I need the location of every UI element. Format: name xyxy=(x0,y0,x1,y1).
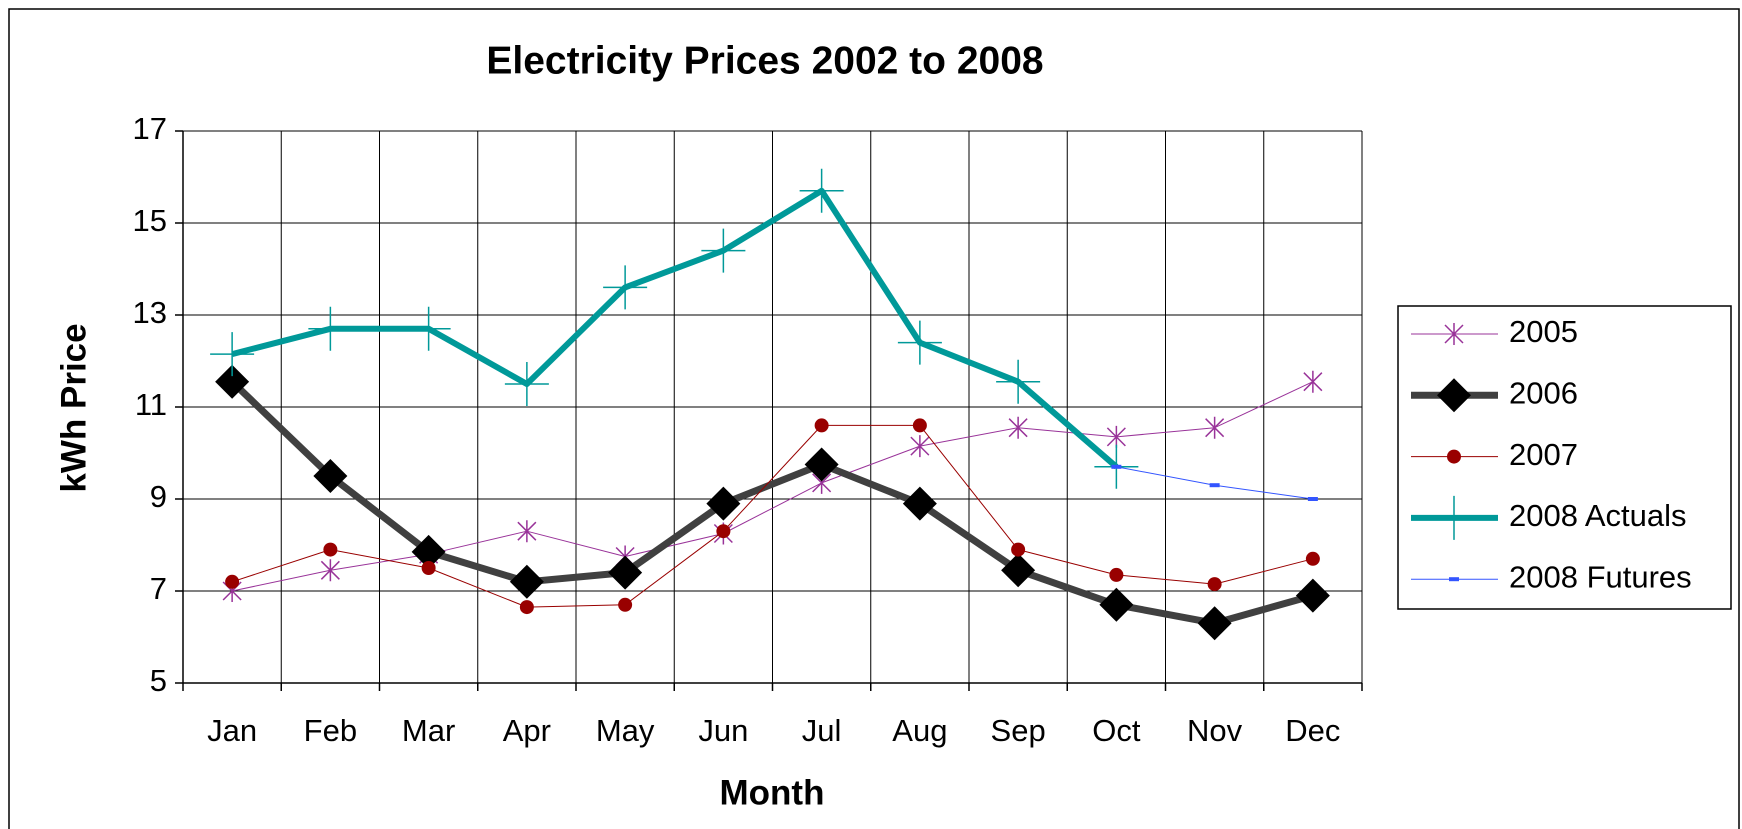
series-marker xyxy=(1001,553,1036,588)
series-marker xyxy=(1197,606,1232,641)
legend-label: 2005 xyxy=(1509,314,1578,349)
x-tick-label: Aug xyxy=(892,713,947,748)
y-tick-label: 5 xyxy=(150,663,167,698)
x-tick-label: Dec xyxy=(1285,713,1340,748)
x-tick-label: Sep xyxy=(991,713,1046,748)
legend-label: 2007 xyxy=(1509,437,1578,472)
series-marker xyxy=(1011,542,1026,557)
series-marker xyxy=(701,228,746,273)
x-tick-label: May xyxy=(596,713,655,748)
series-marker xyxy=(1008,416,1028,439)
series-marker xyxy=(421,561,436,575)
series-line xyxy=(229,379,1314,627)
x-tick-label: Oct xyxy=(1092,713,1141,748)
series-marker xyxy=(1205,416,1225,439)
series-marker xyxy=(406,306,451,351)
x-tick-label: Mar xyxy=(402,713,455,748)
series-marker xyxy=(618,597,633,612)
series-marker xyxy=(716,524,731,539)
x-tick-label: Jan xyxy=(207,713,257,748)
legend-swatch-marker xyxy=(1437,378,1471,413)
series-marker xyxy=(320,559,340,582)
series-marker xyxy=(996,359,1041,404)
y-tick-label: 11 xyxy=(135,387,167,422)
series-marker xyxy=(1305,551,1320,566)
series-marker xyxy=(706,486,741,521)
x-tick-label: Feb xyxy=(304,713,357,748)
series-marker xyxy=(804,447,839,482)
series-marker xyxy=(519,600,534,615)
legend-label: 2006 xyxy=(1509,375,1578,410)
series-marker xyxy=(897,320,942,365)
legend-swatch-marker xyxy=(1449,577,1459,582)
x-tick-label: Apr xyxy=(503,713,551,748)
series-marker xyxy=(902,486,937,521)
series-marker xyxy=(1295,578,1330,613)
y-tick-label: 13 xyxy=(133,295,167,330)
series-marker xyxy=(1307,497,1318,501)
series-line xyxy=(232,381,1314,592)
series-marker xyxy=(411,534,446,569)
series-line xyxy=(231,424,1314,608)
legend-label: 2008 Actuals xyxy=(1509,498,1687,533)
y-axis-label: kWh Price xyxy=(54,323,93,492)
x-axis-label: Month xyxy=(720,773,825,812)
y-tick-label: 15 xyxy=(133,203,167,238)
series-marker xyxy=(225,574,240,589)
series-marker xyxy=(323,542,338,557)
series-marker xyxy=(603,265,648,310)
series-marker xyxy=(509,564,544,599)
legend-swatch-marker xyxy=(1432,495,1476,540)
series-marker xyxy=(215,364,250,399)
series-marker xyxy=(517,520,537,543)
legend-label: 2008 Futures xyxy=(1509,559,1692,594)
y-tick-label: 7 xyxy=(150,571,167,606)
y-tick-label: 9 xyxy=(150,479,167,514)
y-tick-label: 17 xyxy=(133,111,167,146)
legend-swatch-marker xyxy=(1447,449,1461,464)
series-marker xyxy=(1106,425,1126,448)
x-tick-label: Nov xyxy=(1187,713,1243,748)
series-marker xyxy=(608,555,643,590)
series-marker xyxy=(1109,567,1124,582)
series-marker xyxy=(814,418,829,433)
series-marker xyxy=(1207,577,1222,592)
series-marker xyxy=(504,362,549,406)
x-tick-label: Jun xyxy=(698,713,748,748)
series-marker xyxy=(1209,483,1220,488)
series-marker xyxy=(1111,464,1122,469)
x-tick-label: Jul xyxy=(802,713,842,748)
series-marker xyxy=(313,459,348,493)
series-marker xyxy=(799,168,844,213)
series-marker xyxy=(1303,370,1323,393)
legend-swatch-marker xyxy=(1444,323,1464,345)
chart-title: Electricity Prices 2002 to 2008 xyxy=(486,39,1043,82)
series-marker xyxy=(210,332,255,377)
series-marker xyxy=(1099,587,1134,622)
series-marker xyxy=(308,306,353,351)
series-marker xyxy=(910,435,930,458)
series-marker xyxy=(912,418,927,433)
series-line xyxy=(231,187,1119,470)
